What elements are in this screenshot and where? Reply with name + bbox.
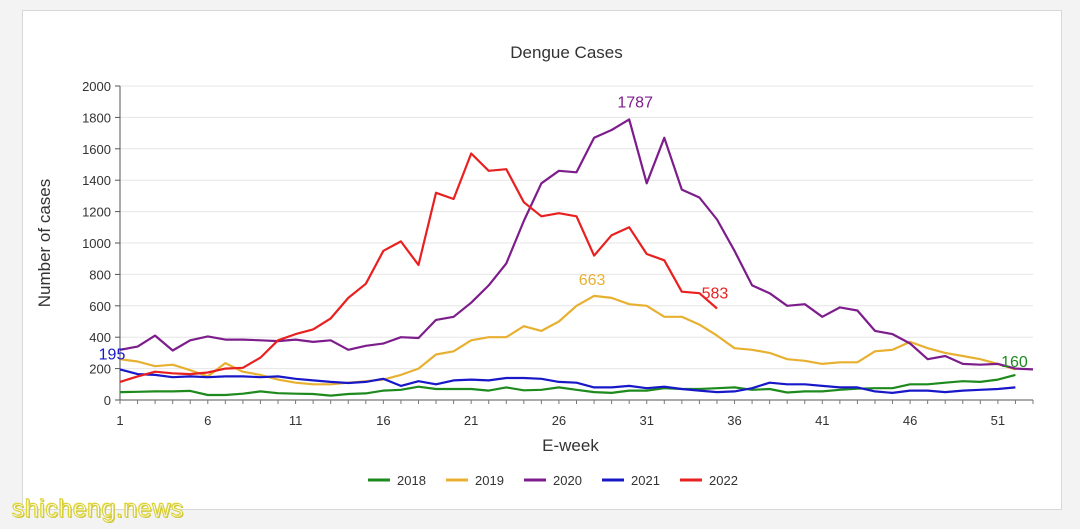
- legend-label-2019: 2019: [475, 473, 504, 488]
- legend-label-2018: 2018: [397, 473, 426, 488]
- y-tick-label-1600: 1600: [82, 142, 111, 157]
- data-label-2018: 160: [1001, 354, 1028, 371]
- y-tick-label-200: 200: [89, 362, 111, 377]
- x-tick-label-1: 1: [116, 413, 123, 428]
- y-tick-label-1400: 1400: [82, 173, 111, 188]
- y-tick-label-0: 0: [104, 393, 111, 408]
- chart-card: Dengue Cases 0 200 400 600 800 1000 1200 1400 160…: [22, 10, 1062, 510]
- series-line-2020: [119, 118, 1034, 371]
- y-axis-label: Number of cases: [35, 179, 54, 308]
- legend-label-2021: 2021: [631, 473, 660, 488]
- data-label-2021: 195: [99, 346, 126, 363]
- x-tick-label-36: 36: [727, 413, 741, 428]
- y-tick-label-800: 800: [89, 267, 111, 282]
- series-line-2021: [119, 368, 1016, 394]
- y-tick-label-2000: 2000: [82, 79, 111, 94]
- x-axis-label: E-week: [542, 436, 599, 455]
- x-tick-label-26: 26: [552, 413, 566, 428]
- data-label-2019: 663: [579, 272, 606, 289]
- data-label-2022: 583: [702, 285, 729, 302]
- x-tick-label-31: 31: [639, 413, 653, 428]
- chart-title: Dengue Cases: [510, 43, 622, 62]
- x-tick-label-11: 11: [289, 413, 303, 428]
- x-tick-label-46: 46: [903, 413, 917, 428]
- data-label-2020: 1787: [617, 94, 653, 111]
- y-tick-label-600: 600: [89, 299, 111, 314]
- legend-label-2020: 2020: [553, 473, 582, 488]
- watermark-logo: shicheng.news: [12, 495, 184, 524]
- x-tick-label-51: 51: [991, 413, 1005, 428]
- legend-label-2022: 2022: [709, 473, 738, 488]
- y-tick-label-1200: 1200: [82, 205, 111, 220]
- x-tick-label-21: 21: [464, 413, 478, 428]
- y-tick-label-1800: 1800: [82, 110, 111, 125]
- dengue-line-chart: Dengue Cases 0 200 400 600 800 1000 1200 1400 160…: [35, 43, 1034, 488]
- x-tick-label-41: 41: [815, 413, 829, 428]
- y-tick-label-1000: 1000: [82, 236, 111, 251]
- x-tick-label-16: 16: [376, 413, 390, 428]
- series-line-2022: [119, 152, 718, 383]
- x-tick-label-6: 6: [204, 413, 211, 428]
- y-tick-label-400: 400: [89, 330, 111, 345]
